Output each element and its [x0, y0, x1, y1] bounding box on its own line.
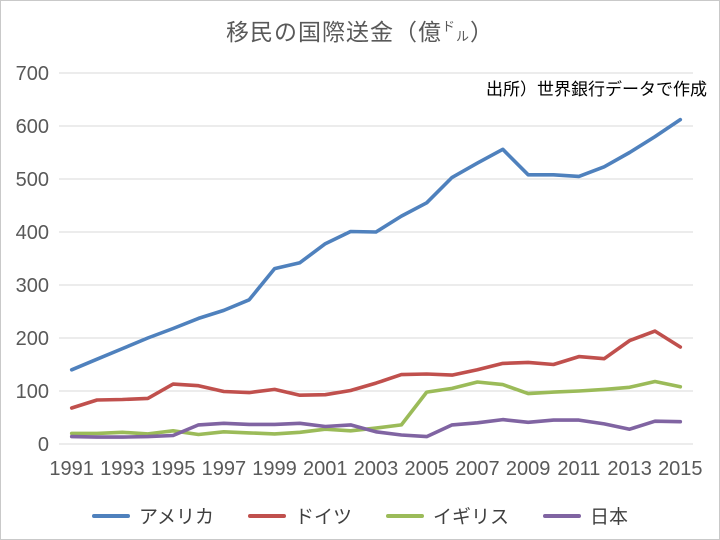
- legend-item-japan: 日本: [543, 502, 628, 529]
- chart-title-unit-bottom: ル: [456, 29, 471, 44]
- legend-item-america: アメリカ: [91, 502, 214, 529]
- legend-line-marker-america: [91, 513, 130, 518]
- legend-item-uk: イギリス: [386, 502, 509, 529]
- x-tick-label-1999: 1999: [252, 458, 297, 480]
- x-tick-label-1997: 1997: [202, 458, 247, 480]
- y-tick-label-400: 400: [16, 222, 49, 244]
- chart-title-text: 移民の国際送金（億: [225, 19, 442, 45]
- legend-label-japan: 日本: [590, 507, 629, 528]
- legend-item-germany: ドイツ: [248, 502, 352, 529]
- series-line-3-日本: [69, 417, 683, 439]
- legend-label-germany: ドイツ: [295, 507, 353, 528]
- y-tick-label-0: 0: [38, 434, 49, 456]
- legend-label-uk: イギリス: [433, 507, 510, 528]
- chart-legend: アメリカ ドイツ イギリス 日本: [1, 502, 719, 529]
- y-tick-label-600: 600: [16, 116, 49, 138]
- legend-line-marker-uk: [386, 513, 425, 518]
- x-tick-label-2009: 2009: [506, 458, 551, 480]
- x-tick-label-2013: 2013: [607, 458, 652, 480]
- y-tick-label-100: 100: [16, 381, 49, 403]
- series-line-2-イギリス: [69, 379, 683, 437]
- x-tick-label-2001: 2001: [303, 458, 348, 480]
- legend-line-marker-japan: [543, 513, 582, 518]
- x-tick-label-1995: 1995: [151, 458, 196, 480]
- x-tick-label-2003: 2003: [354, 458, 399, 480]
- chart-title: 移民の国際送金（億ドル）: [1, 13, 719, 47]
- chart-title-close: ）: [470, 19, 495, 45]
- x-tick-label-1991: 1991: [49, 458, 94, 480]
- x-tick-label-2005: 2005: [404, 458, 449, 480]
- chart-title-unit-top: ド: [441, 19, 456, 34]
- y-tick-label-500: 500: [16, 169, 49, 191]
- y-tick-label-200: 200: [16, 328, 49, 350]
- legend-line-marker-germany: [248, 513, 286, 518]
- series-line-1-ドイツ: [69, 329, 683, 410]
- source-note: 出所）世界銀行データで作成: [486, 80, 707, 99]
- x-tick-label-2011: 2011: [557, 458, 600, 480]
- x-tick-label-1993: 1993: [100, 458, 145, 480]
- y-tick-label-700: 700: [16, 63, 49, 85]
- x-tick-label-2007: 2007: [455, 458, 500, 480]
- series-line-0-アメリカ: [69, 117, 683, 372]
- legend-label-america: アメリカ: [138, 507, 214, 528]
- x-tick-label-2015: 2015: [658, 458, 703, 480]
- y-tick-label-300: 300: [16, 275, 49, 297]
